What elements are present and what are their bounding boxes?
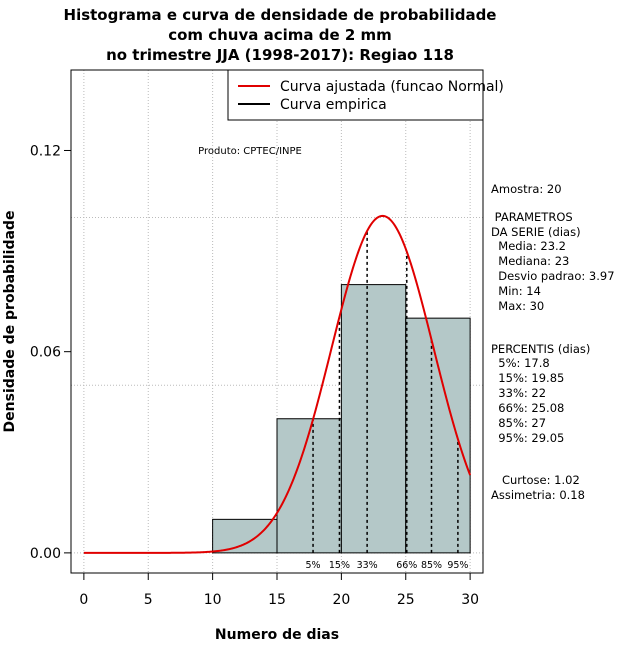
legend-box [227,69,484,121]
x-tick-label: 10 [204,592,222,608]
legend-label: Curva empirica [280,97,387,113]
stats-params-heading: PARAMETROS DA SERIE (dias) [491,210,581,239]
percentile-label: 15% [329,560,350,571]
y-axis-label: Densidade de probabilidade [2,211,18,433]
y-tick-label: 0.06 [30,345,61,361]
x-tick-label: 5 [144,592,153,608]
histogram-bar [405,317,471,554]
stats-percentiles-heading: PERCENTIS (dias) [491,342,591,356]
x-tick-label: 0 [79,592,88,608]
x-axis-label: Numero de dias [215,627,339,643]
product-annotation: Produto: CPTEC/INPE [198,146,302,157]
x-tick-label: 20 [332,592,350,608]
y-tick-label: 0.00 [30,546,61,562]
histogram-bar [340,284,407,554]
x-tick-label: 15 [268,592,286,608]
percentile-label: 66% [396,560,417,571]
percentile-label: 5% [306,560,321,571]
chart-title-line-3: no trimestre JJA (1998-2017): Regiao 118 [106,46,454,64]
percentile-label: 85% [421,560,442,571]
percentile-label: 95% [447,560,468,571]
x-tick-label: 25 [397,592,415,608]
stats-params-values: Media: 23.2 Mediana: 23 Desvio padrao: 3… [498,239,615,313]
stats-percentiles-values: 5%: 17.8 15%: 19.85 33%: 22 66%: 25.08 8… [498,356,565,445]
x-tick-label: 30 [461,592,479,608]
legend-label: Curva ajustada (funcao Normal) [280,79,504,95]
normal-fit-curve [83,214,472,554]
percentile-label: 33% [357,560,378,571]
stats-shape-values: Curtose: 1.02 Assimetria: 0.18 [491,473,585,502]
histogram-bar [276,418,342,554]
y-tick-label: 0.12 [30,143,61,159]
chart-title-line-1: Histograma e curva de densidade de proba… [63,6,497,24]
stats-sample-size: Amostra: 20 [491,182,562,196]
chart-title-line-2: com chuva acima de 2 mm [168,26,392,44]
histogram-bar [212,518,278,554]
